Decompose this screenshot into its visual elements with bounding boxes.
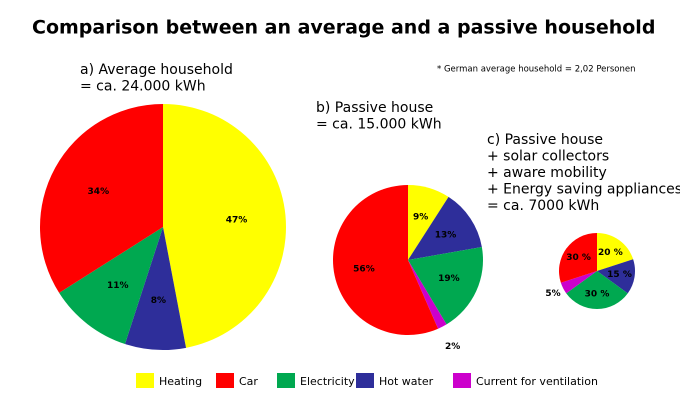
legend-label: Electricity [300, 375, 355, 388]
value-label: 5% [545, 289, 560, 299]
value-label: 2% [445, 342, 460, 352]
chart-title: Comparison between an average and a pass… [32, 17, 655, 39]
legend-swatch [277, 373, 295, 388]
pie-title: c) Passive house [487, 132, 603, 148]
legend-label: Car [239, 375, 258, 388]
value-label: 11% [107, 281, 129, 291]
pie-slice [59, 227, 163, 344]
pie-slice [559, 233, 597, 283]
pie-slice [163, 104, 286, 348]
pie-slice [597, 259, 636, 294]
value-label: 9% [413, 212, 428, 222]
legend-swatch [453, 373, 471, 388]
pie-title: = ca. 24.000 kWh [80, 79, 206, 95]
value-label: 19% [438, 274, 460, 284]
pie-slice [560, 271, 597, 294]
value-label: 30 % [566, 253, 591, 263]
value-label: 56% [353, 265, 375, 275]
pie-title: + aware mobility [487, 165, 607, 181]
pie-slice [39, 104, 164, 293]
value-label: 34% [88, 187, 110, 197]
pie-title: = ca. 7000 kWh [487, 198, 599, 214]
pie-slice [408, 196, 482, 260]
value-label: 15 % [607, 270, 632, 280]
legend-swatch [356, 373, 374, 388]
note: * German average household = 2,02 Person… [437, 65, 636, 75]
pie-title: b) Passive house [316, 100, 433, 116]
pie-slice [408, 185, 449, 260]
value-label: 47% [226, 216, 248, 226]
pie-slice [408, 260, 447, 329]
pie-slice [408, 246, 483, 325]
legend-label: Hot water [379, 375, 434, 388]
legend-swatch [216, 373, 234, 388]
pie-slice [566, 271, 628, 310]
pie-title: + Energy saving appliances [487, 182, 680, 198]
legend-label: Heating [159, 375, 202, 388]
pie-title: + solar collectors [487, 149, 609, 165]
pie-title: a) Average household [80, 62, 233, 78]
value-label: 20 % [598, 248, 623, 258]
value-label: 30 % [585, 289, 610, 299]
legend-label: Current for ventilation [476, 375, 598, 388]
pie-slice [597, 233, 634, 271]
value-label: 13% [435, 231, 457, 241]
pie-title: = ca. 15.000 kWh [316, 117, 442, 133]
pie-slice [333, 185, 439, 335]
legend-swatch [136, 373, 154, 388]
pie-slice [124, 227, 187, 350]
value-label: 8% [151, 296, 166, 306]
